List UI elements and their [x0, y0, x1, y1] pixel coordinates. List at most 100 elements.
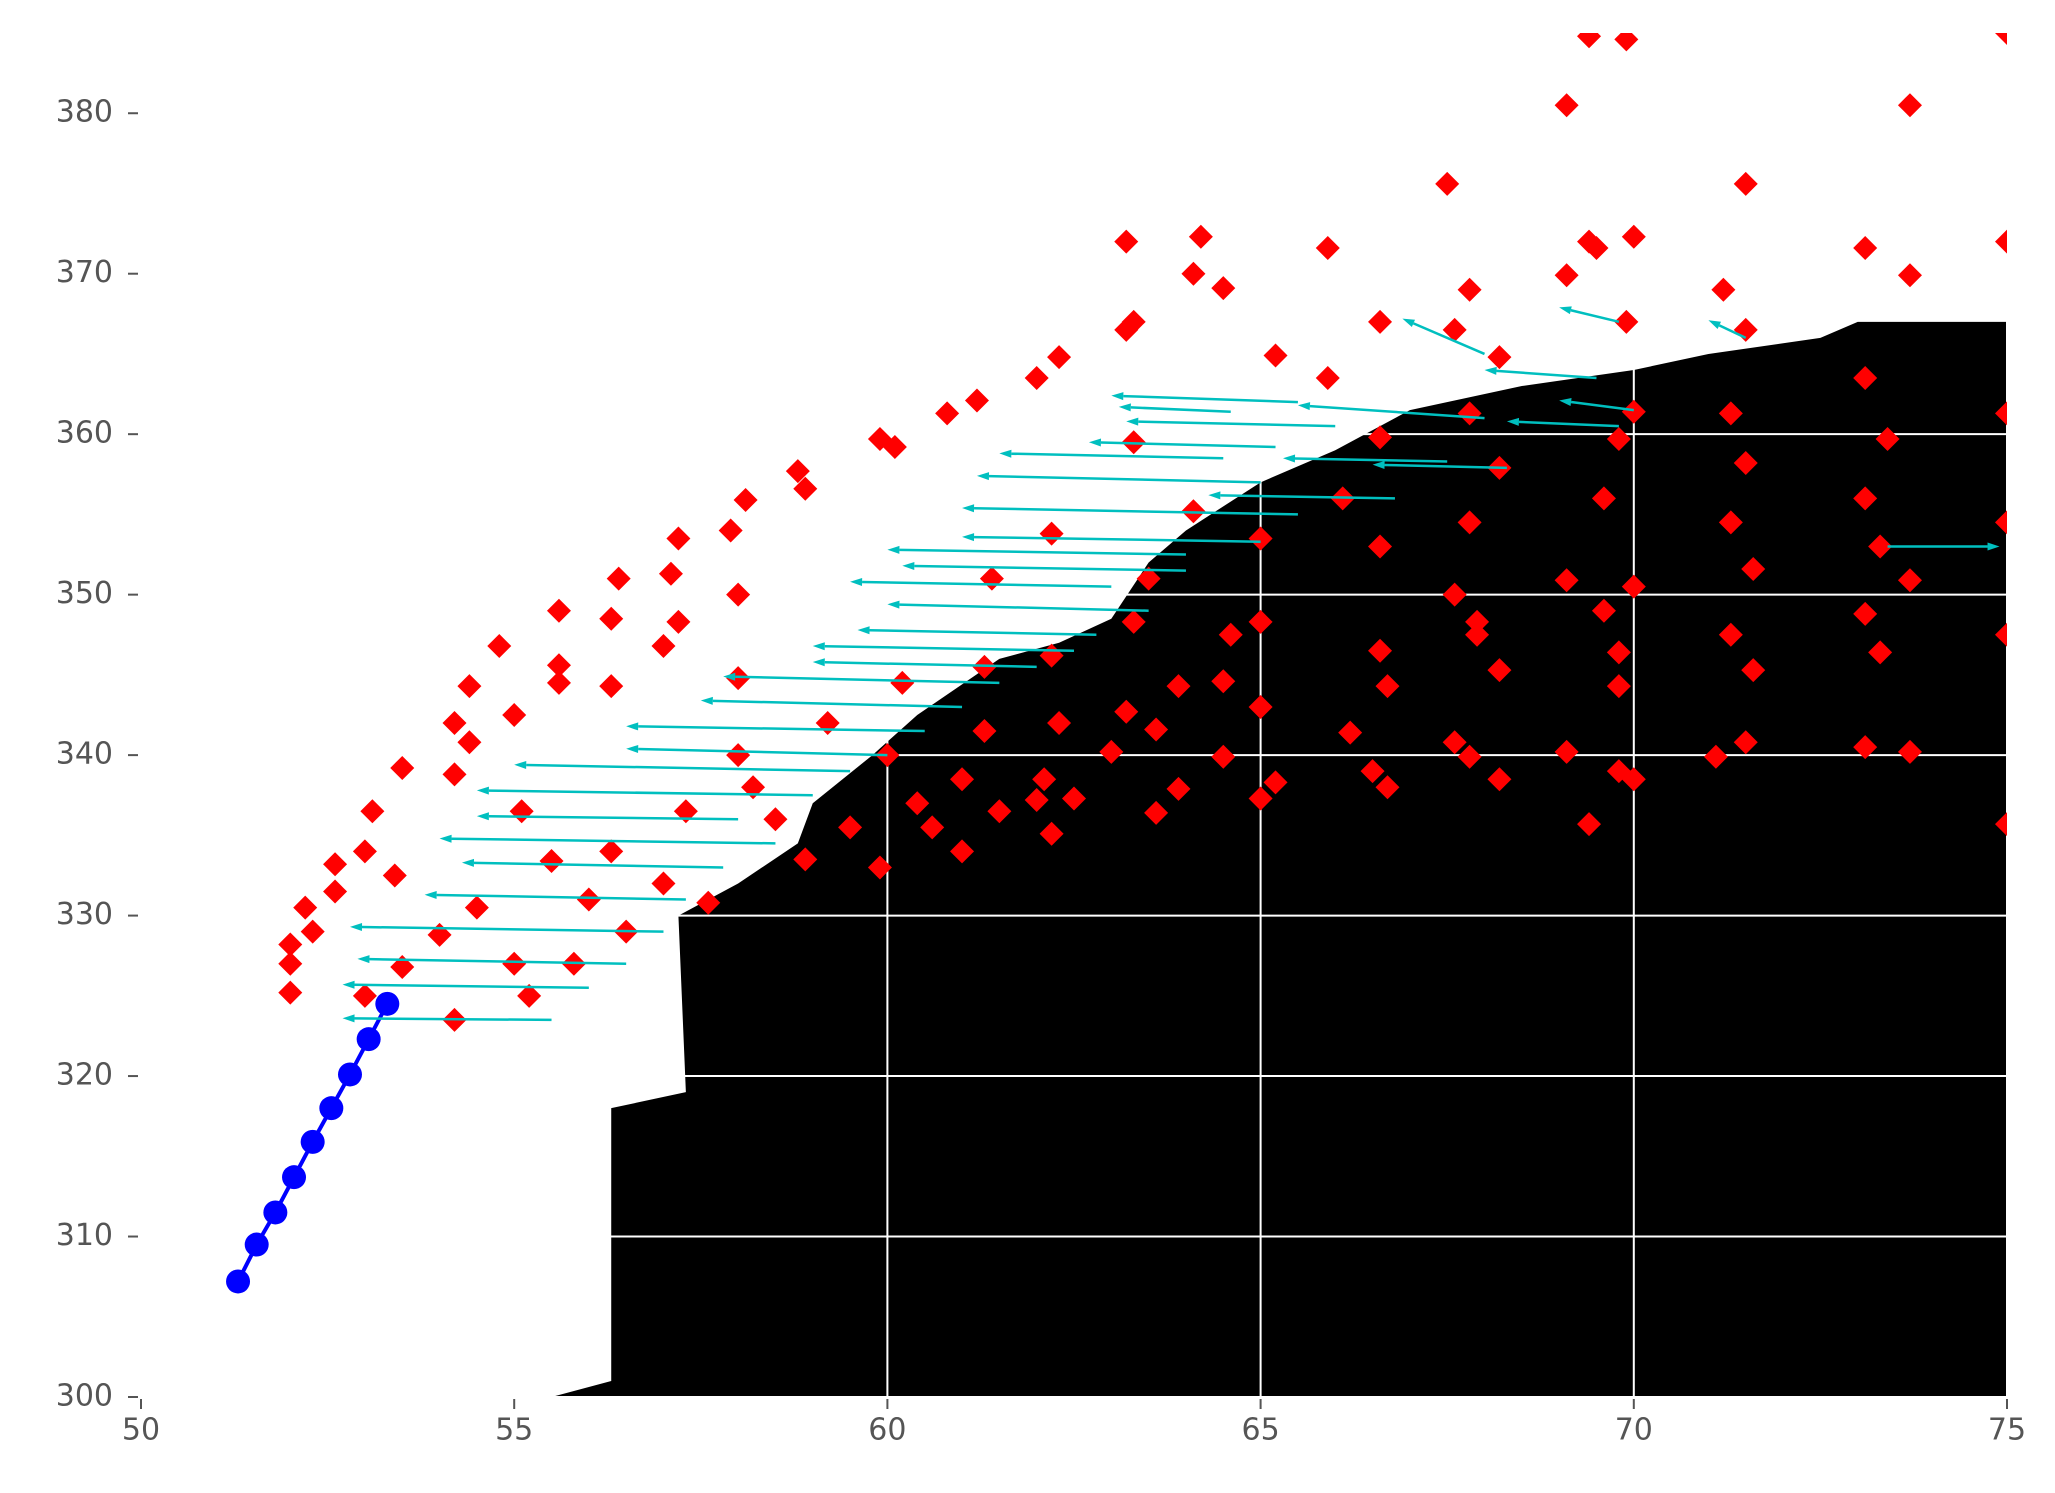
diamond-marker — [1853, 601, 1878, 626]
diamond-marker — [1995, 622, 2007, 647]
diamond-marker — [1718, 622, 1743, 647]
arrow-shaft — [1309, 404, 1485, 420]
arrow — [1484, 366, 1597, 380]
y-tick-label: 350 — [56, 576, 113, 611]
diamond-marker — [890, 670, 915, 695]
diamond-marker — [785, 459, 810, 484]
arrow-head — [812, 642, 825, 651]
arrow-shaft — [1011, 452, 1224, 460]
arrow-head — [476, 786, 489, 795]
diamond-marker — [1487, 767, 1512, 792]
diamond-marker — [1375, 674, 1400, 699]
diamond-marker — [1136, 566, 1161, 591]
arrow-head — [962, 504, 975, 513]
arrow — [626, 744, 888, 757]
circle-marker — [337, 1062, 362, 1087]
arrow-head — [626, 722, 639, 731]
x-tick-label: 50 — [122, 1413, 160, 1448]
diamond-marker — [1248, 786, 1273, 811]
y-tick-label: 370 — [56, 255, 113, 290]
diamond-marker — [1032, 767, 1057, 792]
diamond-marker — [1853, 366, 1878, 391]
circle-marker — [300, 1129, 325, 1154]
arrow — [1118, 403, 1231, 413]
diamond-marker — [360, 799, 385, 824]
arrow-shaft — [451, 837, 776, 845]
arrow-head — [1559, 306, 1572, 315]
arrow-head — [1708, 320, 1721, 329]
diamond-marker — [838, 815, 863, 840]
diamond-marker — [1368, 309, 1393, 334]
diamond-marker — [651, 871, 676, 896]
arrow-shaft — [1138, 420, 1336, 428]
arrow-shaft — [1130, 406, 1231, 413]
diamond-marker — [1897, 263, 1922, 288]
y-tick-label: 340 — [56, 737, 113, 772]
diamond-marker — [457, 730, 482, 755]
arrow-shaft — [1123, 394, 1298, 404]
arrow-shaft — [1570, 400, 1634, 412]
arrow-head — [999, 449, 1012, 458]
arrow-head — [342, 1014, 355, 1023]
diamond-marker — [1144, 800, 1169, 825]
diamond-marker — [1606, 426, 1631, 451]
axes: 50 55 60 65 70 75 300 310 320 330 340 350 360 370 380 — [56, 95, 2026, 1448]
diamond-marker — [1591, 598, 1616, 623]
arrow-head — [857, 626, 870, 635]
arrow-head — [357, 955, 370, 964]
diamond-marker — [1554, 739, 1579, 764]
arrow-shaft — [488, 789, 813, 797]
diamond-marker — [905, 791, 930, 816]
arrow — [1559, 306, 1620, 324]
arrow-shaft — [354, 983, 589, 990]
diamond-marker — [1853, 735, 1878, 760]
arrow — [1126, 417, 1336, 428]
diamond-marker — [1995, 33, 2007, 45]
diamond-marker — [1368, 638, 1393, 663]
diamond-marker — [733, 487, 758, 512]
arrow-shaft — [1384, 463, 1507, 470]
circle-marker — [375, 991, 400, 1016]
arrow-head — [1372, 460, 1385, 469]
diamond-marker — [1554, 263, 1579, 288]
arrow-shaft — [899, 548, 1186, 556]
diamond-marker — [726, 743, 751, 768]
diamond-marker — [1375, 775, 1400, 800]
arrow — [357, 955, 627, 965]
arrow — [1402, 318, 1486, 356]
arrow-head — [887, 600, 900, 609]
arrow — [439, 834, 776, 845]
arrow — [342, 980, 589, 990]
diamond-marker — [464, 895, 489, 920]
arrow-head — [476, 812, 489, 821]
arrow-shaft — [712, 699, 963, 709]
arrow-shaft — [638, 725, 925, 733]
diamond-marker — [1995, 812, 2007, 837]
diamond-marker — [1039, 521, 1064, 546]
arrow-shaft — [974, 506, 1298, 516]
diamond-marker — [1591, 486, 1616, 511]
x-tick-label: 70 — [1615, 1413, 1653, 1448]
diamond-marker — [1144, 717, 1169, 742]
diamond-marker — [1315, 236, 1340, 261]
diamond-marker — [1577, 33, 1602, 49]
diamond-marker — [696, 890, 721, 915]
arrow-head — [1484, 366, 1497, 375]
arrow-head — [461, 858, 475, 867]
diamond-marker — [882, 435, 907, 460]
diamond-marker — [1741, 556, 1766, 581]
diamond-marker — [1368, 534, 1393, 559]
diamond-marker — [1853, 486, 1878, 511]
diamond-marker — [920, 815, 945, 840]
arrow-shaft — [1220, 494, 1395, 500]
arrow — [1559, 398, 1634, 412]
diamond-marker — [763, 807, 788, 832]
diamond-marker — [1315, 366, 1340, 391]
arrow-shaft — [1518, 420, 1619, 428]
diamond-marker — [718, 518, 743, 543]
diamond-marker — [673, 799, 698, 824]
arrow — [514, 760, 851, 773]
arrow-head — [349, 923, 363, 932]
diamond-marker — [1741, 658, 1766, 683]
diamond-marker — [517, 983, 542, 1008]
